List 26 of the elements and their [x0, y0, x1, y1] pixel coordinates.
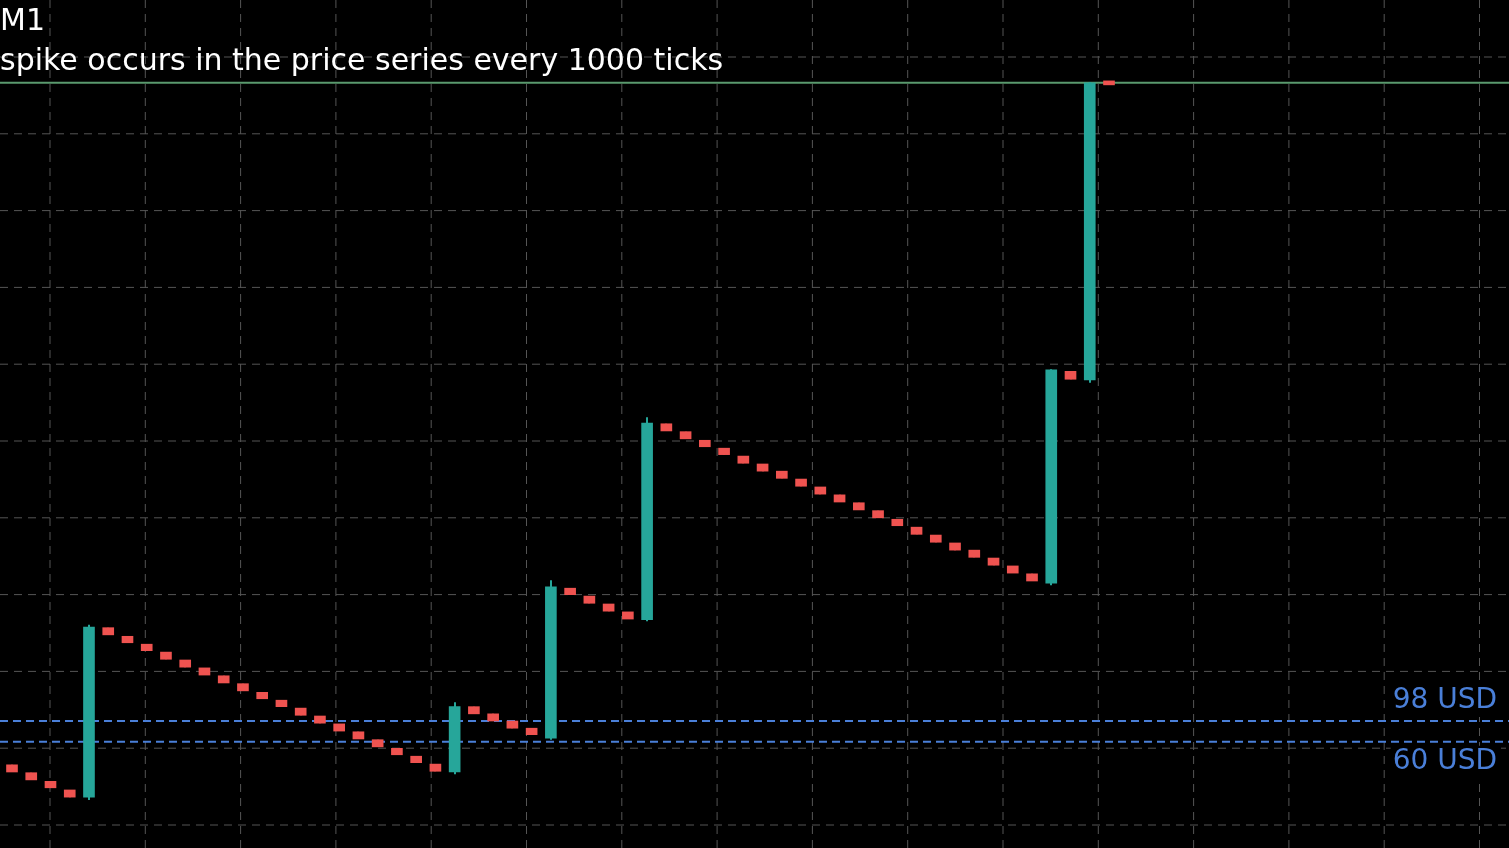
candlestick [237, 682, 249, 692]
ref-line-label: 60 USD [1392, 743, 1497, 777]
candlestick [6, 763, 18, 773]
candlestick [160, 651, 172, 661]
candlestick [294, 707, 307, 717]
candlestick [852, 501, 865, 511]
candlestick [256, 691, 269, 700]
candlestick [795, 478, 807, 488]
chart-subtitle: spike occurs in the price series every 1000 ticks [0, 41, 724, 79]
candlestick [391, 747, 403, 756]
candlestick [217, 674, 230, 684]
candlestick [121, 635, 134, 644]
candlestick [468, 705, 480, 715]
candlestick [102, 626, 115, 636]
candlestick [968, 549, 981, 559]
candlestick [776, 470, 788, 480]
chart-title: M1 [0, 1, 46, 39]
candlestick [25, 771, 38, 781]
candlestick [314, 714, 326, 725]
candlestick [1103, 80, 1115, 86]
ref-line-label: 98 USD [1392, 682, 1497, 716]
candlestick [699, 439, 711, 448]
candlestick [891, 518, 904, 527]
candlestick [179, 658, 192, 669]
candlestick [872, 509, 884, 519]
candlestick [929, 534, 942, 544]
